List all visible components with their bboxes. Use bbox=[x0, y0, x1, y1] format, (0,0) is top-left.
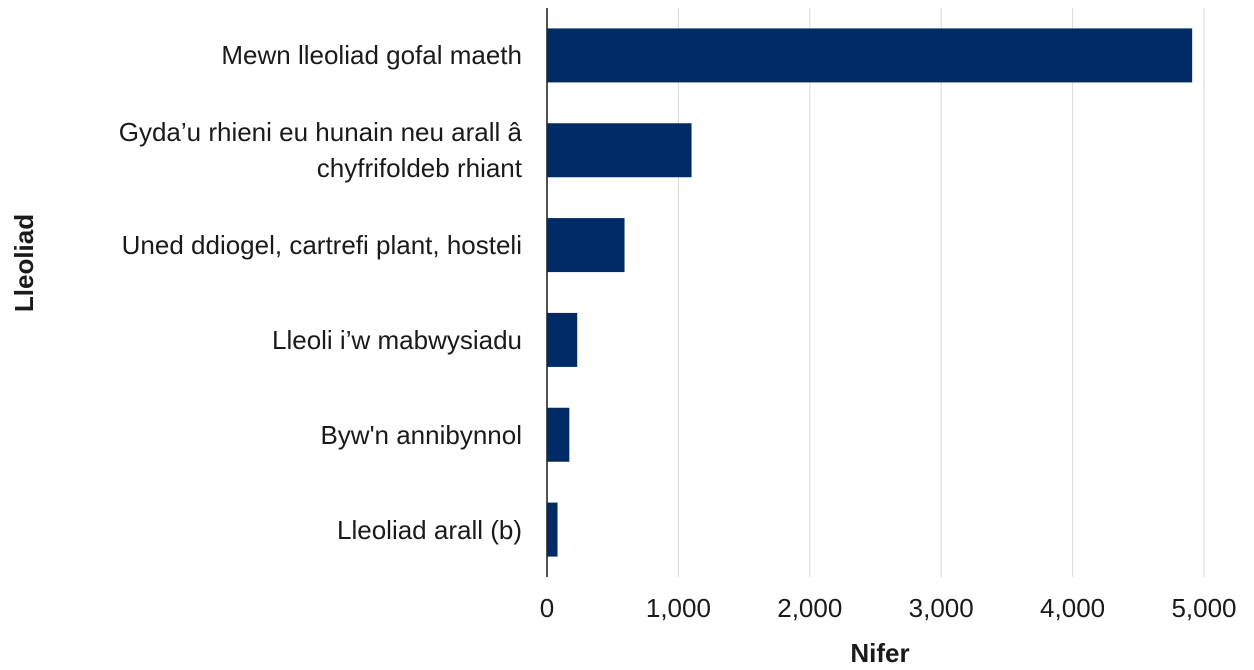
bar bbox=[547, 123, 692, 178]
y-tick-label: Lleoli i’w mabwysiadu bbox=[272, 324, 522, 355]
bar bbox=[547, 218, 625, 273]
x-tick-label: 2,000 bbox=[777, 593, 842, 623]
x-tick-label: 4,000 bbox=[1040, 593, 1105, 623]
bar bbox=[547, 502, 558, 557]
x-tick-label: 3,000 bbox=[909, 593, 974, 623]
bar bbox=[547, 407, 570, 462]
x-tick-label: 1,000 bbox=[646, 593, 711, 623]
y-tick-label: Gyda’u rhieni eu hunain neu arall â chyf… bbox=[118, 117, 522, 184]
x-axis-label: Nifer bbox=[850, 638, 909, 668]
x-tick-label: 5,000 bbox=[1171, 593, 1236, 623]
y-tick-label: Byw'n annibynnol bbox=[320, 419, 522, 450]
bar bbox=[547, 28, 1193, 83]
y-axis-label: Lleoliad bbox=[9, 214, 39, 312]
y-tick-label: Mewn lleoliad gofal maeth bbox=[221, 40, 522, 71]
y-tick-label: Uned ddiogel, cartrefi plant, hosteli bbox=[121, 230, 522, 261]
y-tick-label: Lleoliad arall (b) bbox=[337, 514, 522, 545]
bar bbox=[547, 312, 578, 367]
x-tick-label: 0 bbox=[540, 593, 554, 623]
